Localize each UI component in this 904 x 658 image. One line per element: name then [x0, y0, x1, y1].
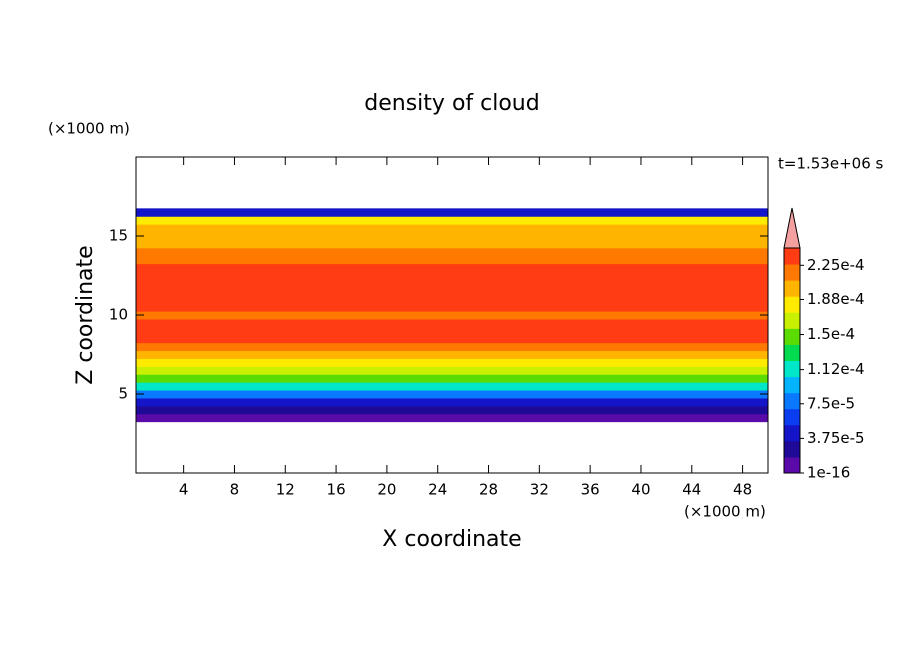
- colorbar-swatch: [784, 344, 800, 361]
- contour-band: [136, 239, 768, 249]
- contour-band: [136, 358, 768, 367]
- x-tick-label: 28: [479, 481, 498, 499]
- colorbar-label: 1.12e-4: [807, 360, 865, 378]
- contour-band: [136, 318, 768, 328]
- contour-band: [136, 232, 768, 241]
- colorbar-swatch: [784, 376, 800, 394]
- x-tick-label: 12: [276, 481, 295, 499]
- colorbar-label: 1.88e-4: [807, 290, 865, 308]
- x-tick-label: 32: [530, 481, 549, 499]
- contour-band: [136, 390, 768, 399]
- y-axis-label: Z coordinate: [73, 245, 98, 384]
- colorbar-swatch: [784, 408, 800, 426]
- contour-band: [136, 279, 768, 288]
- contour-band: [136, 271, 768, 280]
- x-tick-label: 20: [377, 481, 396, 499]
- contour-band: [136, 287, 768, 296]
- contour-band: [136, 342, 768, 352]
- colorbar-swatch: [784, 312, 800, 329]
- contour-band: [136, 334, 768, 344]
- x-tick-label: 24: [428, 481, 447, 499]
- colorbar-label: 1.5e-4: [807, 325, 855, 343]
- contour-band: [136, 350, 768, 359]
- contour-band: [136, 326, 768, 336]
- contour-band: [136, 366, 768, 375]
- y-tick-label: 15: [109, 227, 128, 245]
- contour-band: [136, 374, 768, 383]
- annotation: t=1.53e+06 s: [778, 155, 884, 173]
- field: [136, 208, 768, 423]
- contour-band: [136, 382, 768, 391]
- contour-band: [136, 263, 768, 273]
- contour-band: [136, 208, 768, 217]
- contour-band: [136, 247, 768, 257]
- colorbar-label: 7.5e-5: [807, 394, 855, 412]
- colorbar-swatch: [784, 248, 800, 265]
- x-tick-label: 36: [581, 481, 600, 499]
- contour-band: [136, 224, 768, 233]
- colorbar-label: 3.75e-5: [807, 429, 865, 447]
- x-tick-label: 40: [631, 481, 650, 499]
- x-tick-label: 16: [327, 481, 346, 499]
- x-tick-label: 8: [230, 481, 240, 499]
- colorbar-swatch: [784, 440, 800, 458]
- colorbar-swatch: [784, 424, 800, 442]
- colorbar-swatch: [784, 296, 800, 313]
- colorbar-label: 1e-16: [807, 464, 850, 482]
- contour-band: [136, 295, 768, 304]
- y-tick-label: 5: [118, 385, 128, 403]
- y-unit: (×1000 m): [48, 120, 130, 138]
- x-unit: (×1000 m): [684, 503, 766, 521]
- colorbar-label: 2.25e-4: [807, 256, 865, 274]
- contour-band: [136, 255, 768, 265]
- contour-band: [136, 303, 768, 312]
- x-tick-label: 4: [179, 481, 189, 499]
- colorbar-swatch: [784, 392, 800, 410]
- contour-band: [136, 405, 768, 415]
- contour-band: [136, 311, 768, 320]
- colorbar-swatch: [784, 360, 800, 378]
- x-tick-label: 48: [733, 481, 752, 499]
- colorbar-swatch: [784, 456, 800, 474]
- colorbar-swatch: [784, 328, 800, 345]
- contour-band: [136, 397, 768, 407]
- colorbar-over: [783, 207, 801, 249]
- colorbar-frame: [783, 247, 801, 474]
- x-tick-label: 44: [682, 481, 701, 499]
- contour-band: [136, 413, 768, 423]
- y-tick-label: 10: [109, 306, 128, 324]
- colorbar-swatch: [784, 280, 800, 297]
- colorbar-swatch: [784, 264, 800, 281]
- chart-title: density of cloud: [364, 91, 539, 116]
- x-axis-label: X coordinate: [382, 527, 521, 552]
- contour-band: [136, 216, 768, 225]
